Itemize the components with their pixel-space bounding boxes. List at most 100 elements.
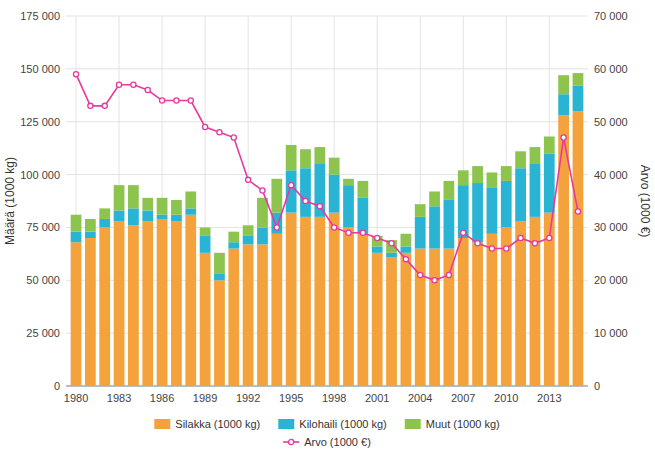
bar: [444, 249, 455, 386]
bar: [429, 206, 440, 248]
bar: [343, 179, 354, 185]
bar: [71, 242, 82, 386]
bar: [429, 191, 440, 206]
bar: [544, 137, 555, 154]
bar: [157, 219, 168, 386]
line-marker: [561, 135, 566, 140]
y2-axis-label: Arvo (1000 €): [638, 165, 652, 238]
bar: [472, 242, 483, 386]
line: [76, 74, 578, 280]
grid: [66, 16, 588, 386]
bar: [99, 219, 110, 227]
bar: [343, 185, 354, 227]
bar: [257, 227, 268, 244]
bar: [214, 274, 225, 280]
legend-swatch: [405, 419, 421, 429]
bar: [573, 73, 584, 86]
line-marker: [131, 82, 136, 87]
bar: [343, 227, 354, 386]
bar: [228, 232, 239, 243]
line-marker: [217, 130, 222, 135]
line-marker: [403, 257, 408, 262]
line-marker: [418, 272, 423, 277]
x-tick-label: 1983: [107, 392, 131, 404]
x-tick-label: 2013: [537, 392, 561, 404]
y2-tick-label: 60 000: [594, 63, 628, 75]
bar: [200, 227, 211, 235]
bar: [472, 183, 483, 242]
y-grid-line: [66, 121, 588, 122]
bar: [85, 238, 96, 386]
bar: [142, 221, 153, 386]
bar: [128, 185, 139, 208]
bar: [85, 232, 96, 238]
bar: [85, 219, 96, 232]
x-tick-label: 1980: [64, 392, 88, 404]
bar: [286, 145, 297, 170]
bar: [99, 227, 110, 386]
bar: [400, 246, 411, 252]
line-marker: [461, 230, 466, 235]
bar: [114, 211, 125, 222]
legend-item: Arvo (1000 €): [283, 436, 371, 448]
x-tick-label: 1998: [322, 392, 346, 404]
x-tick-label: 2010: [494, 392, 518, 404]
y-tick-label: 75 000: [26, 221, 60, 233]
bar: [472, 166, 483, 183]
bar: [573, 111, 584, 386]
bar: [329, 158, 340, 175]
bar: [357, 234, 368, 386]
y-tick-label: 50 000: [26, 274, 60, 286]
x-tick-label: 1986: [150, 392, 174, 404]
bar: [501, 166, 512, 181]
line-marker: [116, 82, 121, 87]
bar: [515, 168, 526, 221]
bar: [300, 168, 311, 217]
line-marker: [188, 98, 193, 103]
legend-swatch: [278, 419, 294, 429]
bar: [314, 147, 325, 164]
axes: 025 00050 00075 000100 000125 000150 000…: [20, 10, 627, 404]
line-marker: [375, 235, 380, 240]
bar: [515, 151, 526, 168]
bar: [271, 234, 282, 386]
bar: [415, 217, 426, 249]
bar: [185, 215, 196, 386]
y-tick-label: 0: [54, 380, 60, 392]
line-marker: [88, 103, 93, 108]
bar: [487, 234, 498, 386]
line-marker: [489, 246, 494, 251]
y-grid-line: [66, 16, 588, 17]
bar: [300, 149, 311, 168]
line-marker: [346, 230, 351, 235]
legend-label: Silakka (1000 kg): [175, 418, 260, 430]
bar: [329, 175, 340, 213]
bar-series: [71, 111, 584, 386]
bar: [501, 227, 512, 386]
bar: [329, 213, 340, 386]
bar: [243, 225, 254, 236]
legend-item: Silakka (1000 kg): [154, 418, 260, 430]
bar: [171, 215, 182, 221]
bar: [214, 253, 225, 274]
line-marker: [102, 103, 107, 108]
bar: [157, 215, 168, 219]
x-tick-label: 2004: [408, 392, 432, 404]
chart: 025 00050 00075 000100 000125 000150 000…: [0, 0, 655, 466]
bar: [200, 253, 211, 386]
bar: [530, 147, 541, 164]
bar: [114, 185, 125, 210]
line-marker: [317, 204, 322, 209]
bar: [458, 185, 469, 238]
line-marker: [532, 241, 537, 246]
bar: [257, 244, 268, 386]
line-marker: [246, 177, 251, 182]
bar: [444, 181, 455, 200]
legend-item: Muut (1000 kg): [405, 418, 500, 430]
bar: [300, 217, 311, 386]
bar: [271, 179, 282, 213]
bar: [200, 236, 211, 253]
legend-marker: [289, 439, 294, 444]
bar: [429, 249, 440, 386]
bar: [286, 170, 297, 212]
